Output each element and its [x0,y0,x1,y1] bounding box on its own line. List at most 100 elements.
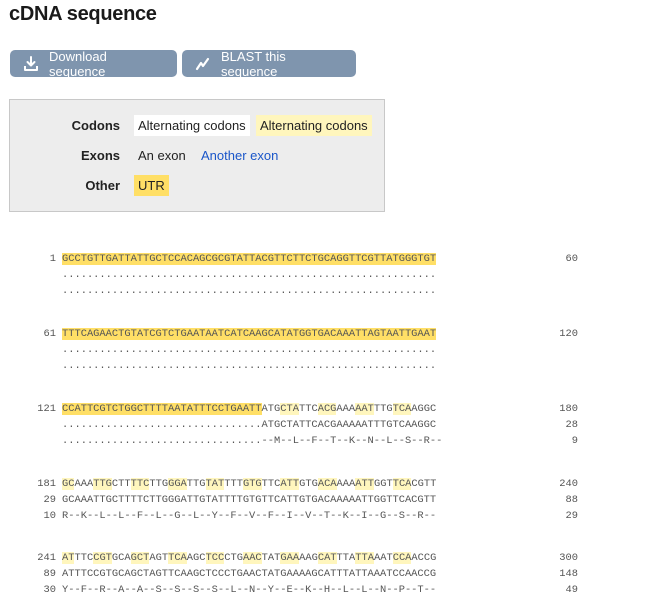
sequence-end-position: 60 [565,253,578,265]
sequence-segment: GCA [111,552,131,564]
sequence-end-position: 180 [559,403,578,415]
sequence-segment: TTA [336,552,356,564]
legend-exon-sample-2: Another exon [201,148,279,163]
legend-codons-label: Codons [71,118,120,133]
sequence-start-position: 89 [43,568,56,580]
utr-segment: CCATTCGTCTGGCTTTTAATATTTCCTGAATT [62,403,262,415]
sequence-segment: Y--F--R--A--A--S--S--S--S--L--N--Y--E--K… [62,584,437,596]
sequence-end-position: 120 [559,328,578,340]
codon-segment: ATT [280,478,300,490]
download-sequence-label: Download sequence [49,48,107,79]
blast-sequence-button[interactable]: BLAST this sequence [182,48,356,79]
sequence-segment: TTC [261,478,281,490]
codon-segment: AAT [355,403,374,415]
sequence-segment: ACCG [411,552,437,564]
exon-sequence-line: ................................ATGCTATT… [62,417,436,433]
sequence-end-position: 9 [571,435,578,447]
codon-segment: TCA [168,552,187,564]
protein-sequence-line: ........................................… [62,358,436,374]
sequence-end-position: 49 [565,584,578,596]
blast-icon [194,55,212,73]
sequence-segment: GCAAATTGCTTTTCTTGGGATTGTATTTTGTGTTCATTGT… [62,494,437,506]
sequence-end-position: 300 [559,552,578,564]
codon-segment: GC [62,478,75,490]
utr-segment: GCCTGTTGATTATTGCTCCACAGCGCGTATTACGTTCTTC… [62,253,437,265]
sequence-segment: ........................................… [62,344,437,356]
codon-segment: GGA [168,478,187,490]
cdna-sequence-line: ATTTCCGTGCAGCTAGTTCAAGCTCCCTGAACTATGAAAA… [62,550,436,566]
sequence-start-position: 1 [49,253,56,265]
codon-segment: GAA [280,552,300,564]
sequence-segment: ................................--M--L--… [62,435,443,447]
sequence-end-position: 28 [565,419,578,431]
codon-segment: TTA [355,552,374,564]
sequence-end-position: 240 [559,478,578,490]
sequence-segment: ........................................… [62,285,437,297]
sequence-segment: ATTTCCGTGCAGCTAGTTCAAGCTCCCTGAACTATGAAAA… [62,568,437,580]
codon-segment: GCT [130,552,150,564]
legend-exon-sample-1: An exon [138,148,186,163]
sequence-segment: ................................ATGCTATT… [62,419,437,431]
sequence-start-position: 10 [43,510,56,522]
sequence-segment: TTC [298,403,318,415]
codon-segment: TTC [130,478,150,490]
codon-segment: TCC [205,552,225,564]
sequence-segment: ........................................… [62,269,437,281]
sequence-segment: AAG [299,552,318,564]
sequence-segment: TTG [186,478,206,490]
codon-segment: AT [62,552,75,564]
sequence-segment: R--K--L--L--F--L--G--L--Y--F--V--F--I--V… [62,510,437,522]
codon-segment: TTG [93,478,112,490]
sequence-segment: ATG [261,403,281,415]
codon-segment: CAT [317,552,337,564]
download-sequence-button[interactable]: Download sequence [10,48,177,79]
codon-segment: ATT [355,478,374,490]
sequence-segment: TTC [74,552,94,564]
exon-sequence-line: ........................................… [62,267,436,283]
sequence-end-position: 88 [565,494,578,506]
exon-sequence-line: ATTTCCGTGCAGCTAGTTCAAGCTCCCTGAACTATGAAAA… [62,566,436,582]
sequence-start-position: 61 [43,328,56,340]
sequence-segment: TTG [373,403,393,415]
page-title: cDNA sequence [9,3,157,25]
sequence-segment: CTG [224,552,243,564]
legend-codon-sample-1: Alternating codons [134,115,250,136]
sequence-segment: TAT [261,552,281,564]
legend-exons-label: Exons [80,148,120,163]
utr-segment: TTTCAGAACTGTATCGTCTGAATAATCATCAAGCATATGG… [62,328,437,340]
blast-sequence-label: BLAST this sequence [221,48,286,79]
codon-segment: TCA [392,403,412,415]
codon-segment: CTA [280,403,299,415]
sequence-segment: AGGC [411,403,437,415]
sequence-segment: AGT [149,552,169,564]
sequence-end-position: 148 [559,568,578,580]
legend-codon-sample-2: Alternating codons [256,115,372,136]
codon-segment: ACA [317,478,337,490]
exon-sequence-line: ........................................… [62,342,436,358]
sequence-start-position: 29 [43,494,56,506]
sequence-segment: AAA [336,403,356,415]
cdna-sequence-line: GCCTGTTGATTATTGCTCCACAGCGCGTATTACGTTCTTC… [62,251,437,267]
sequence-segment: CTT [111,478,131,490]
sequence-segment: GGT [373,478,393,490]
exon-sequence-line: GCAAATTGCTTTTCTTGGGATTGTATTTTGTGTTCATTGT… [62,492,436,508]
sequence-start-position: 30 [43,584,56,596]
sequence-segment: AAT [373,552,393,564]
codon-segment: CCA [392,552,412,564]
sequence-segment: TTG [149,478,169,490]
sequence-segment: AAA [336,478,356,490]
codon-segment: ACG [317,403,337,415]
protein-sequence-line: R--K--L--L--F--L--G--L--Y--F--V--F--I--V… [62,508,436,524]
legend-panel: Codons Alternating codons Alternating co… [9,99,385,212]
sequence-segment: GTG [299,478,318,490]
codon-segment: TCA [392,478,412,490]
cdna-sequence-line: CCATTCGTCTGGCTTTTAATATTTCCTGAATTATGCTATT… [62,401,436,417]
sequence-segment: TTT [224,478,243,490]
sequence-start-position: 121 [37,403,56,415]
sequence-start-position: 241 [37,552,56,564]
sequence-segment: AGC [186,552,206,564]
codon-segment: TAT [205,478,225,490]
cdna-sequence-line: TTTCAGAACTGTATCGTCTGAATAATCATCAAGCATATGG… [62,326,437,342]
protein-sequence-line: ........................................… [62,283,436,299]
legend-other-label: Other [85,178,120,193]
